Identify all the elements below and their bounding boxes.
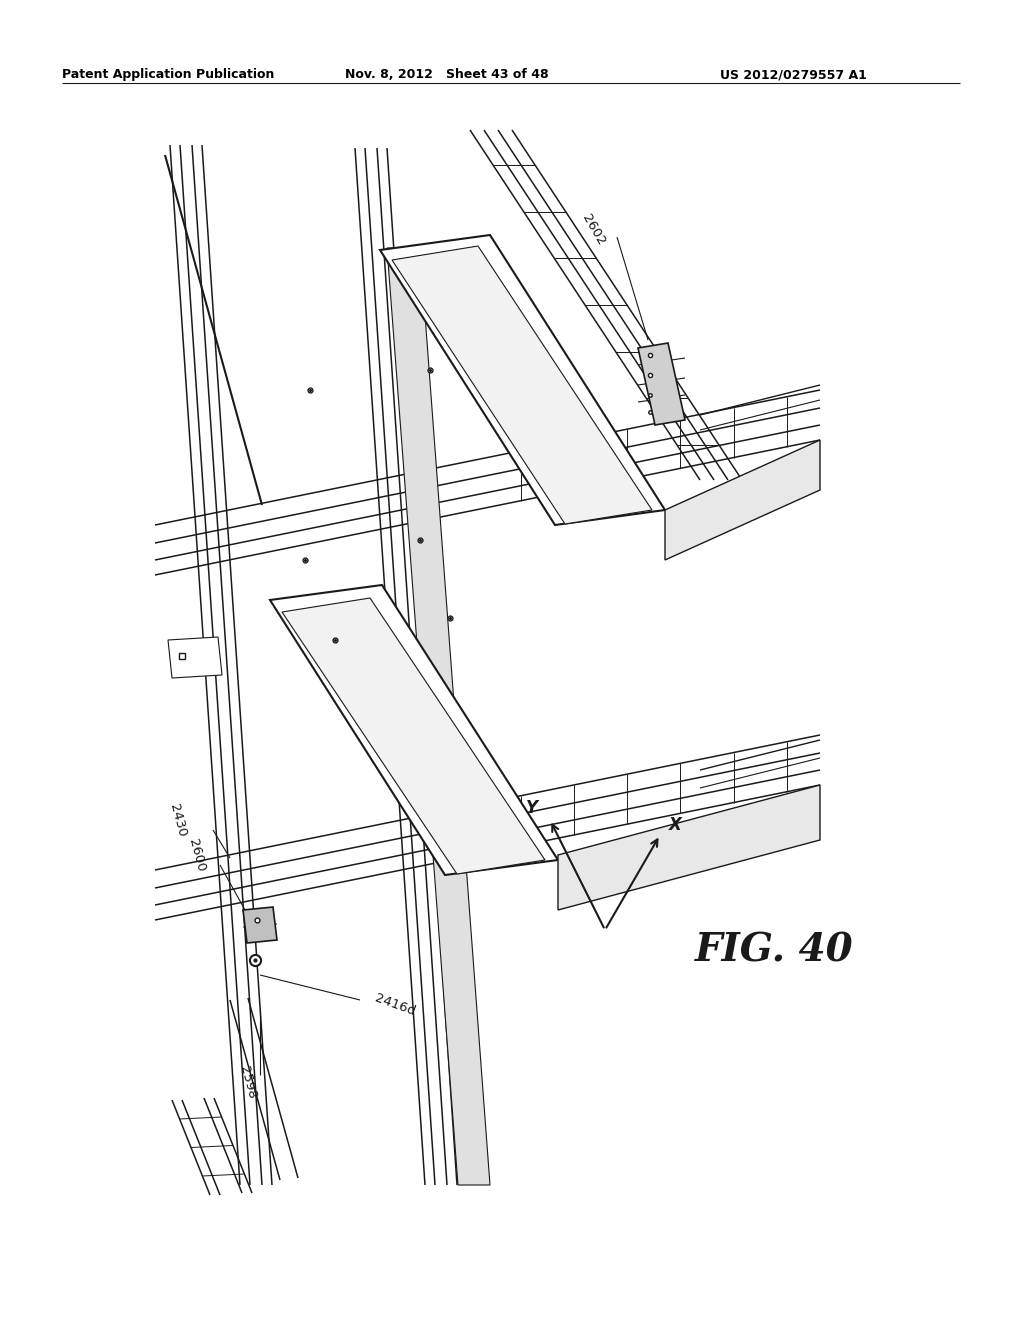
Polygon shape <box>387 248 490 1185</box>
Polygon shape <box>380 235 665 525</box>
Text: FIG. 40: FIG. 40 <box>695 931 854 969</box>
Polygon shape <box>282 598 545 874</box>
Polygon shape <box>665 440 820 560</box>
Polygon shape <box>392 246 652 524</box>
Text: 2416d: 2416d <box>373 991 417 1018</box>
Text: US 2012/0279557 A1: US 2012/0279557 A1 <box>720 69 867 81</box>
Polygon shape <box>168 638 222 678</box>
Text: X: X <box>669 816 681 834</box>
Polygon shape <box>270 585 558 875</box>
Text: Patent Application Publication: Patent Application Publication <box>62 69 274 81</box>
Polygon shape <box>243 907 278 942</box>
Text: 2600: 2600 <box>186 837 208 873</box>
Text: 2430: 2430 <box>167 803 188 838</box>
Polygon shape <box>638 343 685 425</box>
Polygon shape <box>558 785 820 909</box>
Text: 2602: 2602 <box>579 213 607 248</box>
Text: 2598: 2598 <box>238 1064 259 1100</box>
Text: Y: Y <box>526 799 538 817</box>
Text: Nov. 8, 2012   Sheet 43 of 48: Nov. 8, 2012 Sheet 43 of 48 <box>345 69 549 81</box>
